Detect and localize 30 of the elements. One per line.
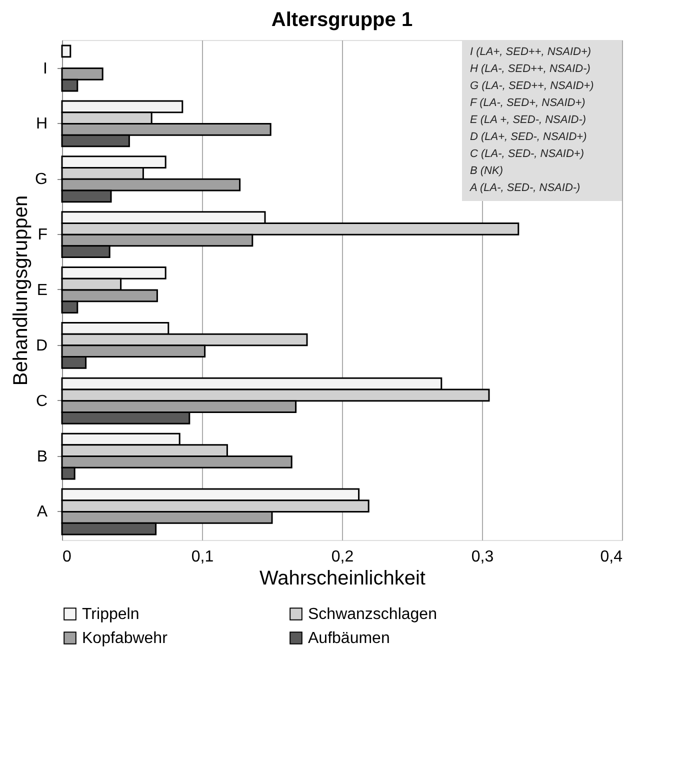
y-tick-label: E: [36, 282, 48, 299]
chart-title: Altersgruppe 1: [271, 9, 413, 31]
x-tick-label: 0,1: [191, 548, 214, 566]
annotation: F (LA-, SED+, NSAID+): [470, 97, 586, 109]
annotation: I (LA+, SED++, NSAID+): [470, 46, 592, 58]
annotation: E (LA +, SED-, NSAID-): [470, 114, 586, 126]
y-tick-label: I: [43, 60, 48, 78]
legend-label: Kopfabwehr: [82, 630, 168, 647]
y-tick-label: D: [36, 337, 48, 354]
annotation: C (LA-, SED-, NSAID+): [470, 148, 584, 160]
legend-label: Schwanzschlagen: [308, 606, 437, 623]
annotation: B (NK): [470, 165, 504, 177]
legend-label: Trippeln: [82, 606, 140, 623]
x-tick-label: 0,3: [471, 548, 494, 566]
annotation: D (LA+, SED-, NSAID+): [470, 131, 588, 143]
annotation: A (LA-, SED-, NSAID-): [469, 182, 581, 194]
y-tick-label: F: [38, 226, 48, 244]
y-tick-label: C: [36, 392, 48, 410]
x-tick-label: 0,2: [331, 548, 354, 566]
y-tick-label: A: [36, 504, 48, 521]
annotation: H (LA-, SED++, NSAID-): [470, 63, 591, 75]
x-axis-title: Wahrscheinlichkeit: [260, 568, 426, 590]
legend-label: Aufbäumen: [308, 630, 390, 647]
y-tick-label: H: [36, 116, 48, 133]
y-tick-label: G: [35, 171, 48, 188]
x-tick-label: 0: [62, 548, 72, 566]
x-tick-label: 0,4: [600, 548, 623, 566]
y-axis-title: Behandlungsgruppen: [10, 195, 32, 386]
y-tick-label: B: [36, 448, 48, 466]
annotation: G (LA-, SED++, NSAID+): [470, 80, 594, 92]
